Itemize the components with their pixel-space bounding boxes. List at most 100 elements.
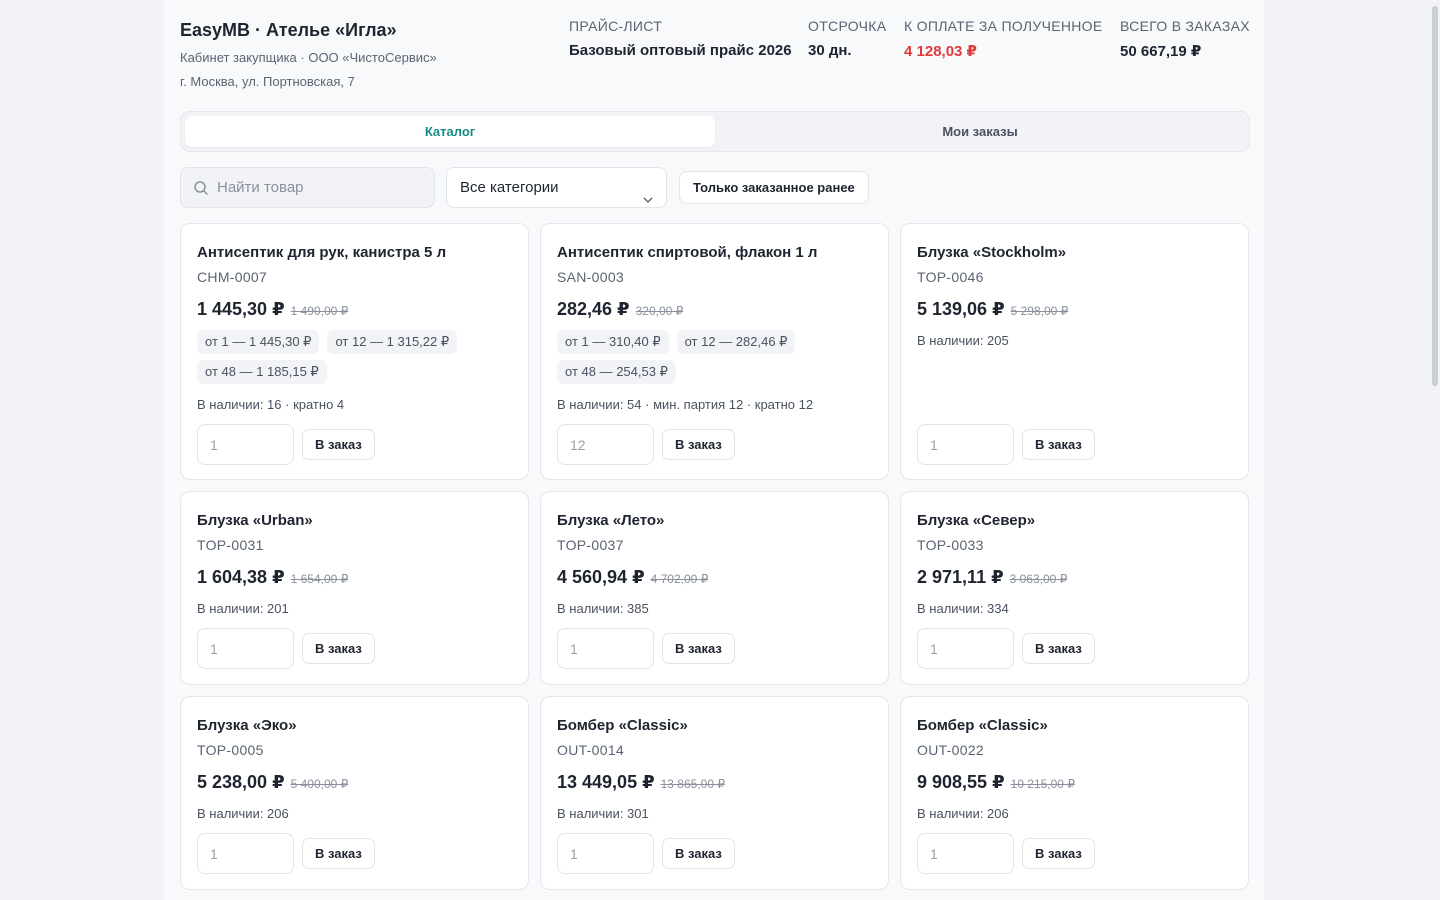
quantity-input[interactable] [197,833,294,874]
product-old-price: 3 063,00 ₽ [1009,572,1068,586]
product-name: Блузка «Эко» [197,717,297,734]
quantity-input[interactable] [557,424,654,465]
add-to-order-button[interactable]: В заказ [302,838,375,869]
product-card: Антисептик спиртовой, флакон 1 л SAN-000… [540,223,889,480]
page-title: EasyMB · Ателье «Игла» [180,20,397,40]
category-select-value: Все категории [460,179,559,196]
product-sku: CHM-0007 [197,269,268,285]
brand-block: EasyMB · Ателье «Игла» Кабинет закупщика… [180,20,437,89]
add-to-order-button[interactable]: В заказ [302,633,375,664]
stat-total-value: 50 667,19 ₽ [1120,43,1202,60]
product-old-price: 5 400,00 ₽ [290,777,349,791]
quantity-input[interactable] [917,628,1014,669]
page-scrollbar[interactable] [1430,0,1440,900]
stat-deferral-value: 30 дн. [808,42,852,59]
price-tier: от 1 — 310,40 ₽ [557,330,669,354]
product-stock: В наличии: 334 [917,601,1009,616]
price-tiers: от 1 — 310,40 ₽ от 12 — 282,46 ₽от 48 — 2… [557,330,877,390]
product-card: Блузка «Лето» TOP-0037 4 560,94 ₽ 4 702,0… [540,491,889,685]
product-card: Блузка «Север» TOP-0033 2 971,11 ₽ 3 063,… [900,491,1249,685]
tab-catalog[interactable]: Каталог [185,116,715,147]
stat-due: К ОПЛАТЕ ЗА ПОЛУЧЕННОЕ 4 128,03 ₽ [904,18,1103,60]
product-old-price: 10 215,00 ₽ [1010,777,1075,791]
product-price: 5 238,00 ₽ [197,772,285,792]
header: EasyMB · Ателье «Игла» Кабинет закупщика… [180,0,1250,100]
add-to-order-button[interactable]: В заказ [662,838,735,869]
chevron-down-icon [642,182,654,221]
product-name: Блузка «Urban» [197,512,313,529]
product-old-price: 5 298,00 ₽ [1010,304,1069,318]
product-name: Антисептик для рук, канистра 5 л [197,244,447,261]
product-card: Антисептик для рук, канистра 5 л CHM-000… [180,223,529,480]
search-input[interactable] [217,168,427,207]
add-to-order-button[interactable]: В заказ [1022,838,1095,869]
add-to-order-button[interactable]: В заказ [1022,633,1095,664]
stat-total: ВСЕГО В ЗАКАЗАХ 50 667,19 ₽ [1120,18,1250,60]
buyer-subtitle: Кабинет закупщика · ООО «ЧистоСервис» [180,50,437,65]
price-tier: от 48 — 1 185,15 ₽ [197,360,327,384]
product-price: 5 139,06 ₽ [917,299,1005,319]
product-sku: TOP-0005 [197,742,264,758]
add-to-order-button[interactable]: В заказ [662,633,735,664]
product-sku: OUT-0022 [917,742,984,758]
product-sku: SAN-0003 [557,269,624,285]
product-price: 4 560,94 ₽ [557,567,645,587]
price-tiers: от 1 — 1 445,30 ₽ от 12 — 1 315,22 ₽от 48… [197,330,517,390]
filter-bar: Все категории Только заказанное ранее [180,167,1250,208]
product-old-price: 1 490,00 ₽ [290,304,349,318]
product-stock: В наличии: 205 [917,333,1009,348]
product-price: 13 449,05 ₽ [557,772,655,792]
product-price: 2 971,11 ₽ [917,567,1004,587]
stat-pricelist-value: Базовый оптовый прайс 2026 [569,42,792,59]
search-box [180,167,435,208]
quantity-input[interactable] [197,424,294,465]
page: EasyMB · Ателье «Игла» Кабинет закупщика… [164,0,1264,900]
product-name: Блузка «Лето» [557,512,665,529]
product-name: Блузка «Stockholm» [917,244,1067,261]
product-card: Блузка «Stockholm» TOP-0046 5 139,06 ₽ 5 … [900,223,1249,480]
stat-pricelist: ПРАЙС-ЛИСТ Базовый оптовый прайс 2026 [569,18,792,59]
quantity-input[interactable] [917,424,1014,465]
product-stock: В наличии: 206 [197,806,289,821]
quantity-input[interactable] [197,628,294,669]
stat-deferral-label: ОТСРОЧКА [808,18,887,34]
add-to-order-button[interactable]: В заказ [1022,429,1095,460]
product-stock: В наличии: 201 [197,601,289,616]
price-tier: от 12 — 282,46 ₽ [676,330,796,354]
product-name: Бомбер «Classic» [557,717,688,734]
product-stock: В наличии: 206 [917,806,1009,821]
price-tier: от 1 — 1 445,30 ₽ [197,330,320,354]
product-card: Блузка «Эко» TOP-0005 5 238,00 ₽ 5 400,00… [180,696,529,890]
product-price: 9 908,55 ₽ [917,772,1005,792]
stat-pricelist-label: ПРАЙС-ЛИСТ [569,18,663,34]
product-sku: TOP-0037 [557,537,624,553]
category-select[interactable]: Все категории [446,167,667,208]
only-ordered-button[interactable]: Только заказанное ранее [679,171,869,204]
price-tier: от 48 — 254,53 ₽ [557,360,676,384]
quantity-input[interactable] [557,833,654,874]
product-sku: TOP-0033 [917,537,984,553]
product-card: Бомбер «Classic» OUT-0014 13 449,05 ₽ 13 … [540,696,889,890]
add-to-order-button[interactable]: В заказ [662,429,735,460]
add-to-order-button[interactable]: В заказ [302,429,375,460]
product-old-price: 4 702,00 ₽ [650,572,709,586]
product-price: 1 445,30 ₽ [197,299,285,319]
product-card: Блузка «Urban» TOP-0031 1 604,38 ₽ 1 654,… [180,491,529,685]
product-stock: В наличии: 385 [557,601,649,616]
product-sku: TOP-0046 [917,269,984,285]
scrollbar-thumb[interactable] [1432,6,1438,386]
quantity-input[interactable] [917,833,1014,874]
product-sku: TOP-0031 [197,537,264,553]
tab-my-orders[interactable]: Мои заказы [942,124,1018,139]
quantity-input[interactable] [557,628,654,669]
product-price: 282,46 ₽ [557,299,630,319]
stat-deferral: ОТСРОЧКА 30 дн. [808,18,886,59]
price-tier: от 12 — 1 315,22 ₽ [327,330,458,354]
buyer-address: г. Москва, ул. Портновская, 7 [180,74,355,89]
product-stock: В наличии: 301 [557,806,649,821]
product-name: Антисептик спиртовой, флакон 1 л [557,244,818,261]
stat-total-label: ВСЕГО В ЗАКАЗАХ [1120,18,1250,34]
product-name: Блузка «Север» [917,512,1036,529]
product-card: Бомбер «Classic» OUT-0022 9 908,55 ₽ 10 2… [900,696,1249,890]
product-old-price: 1 654,00 ₽ [290,572,349,586]
